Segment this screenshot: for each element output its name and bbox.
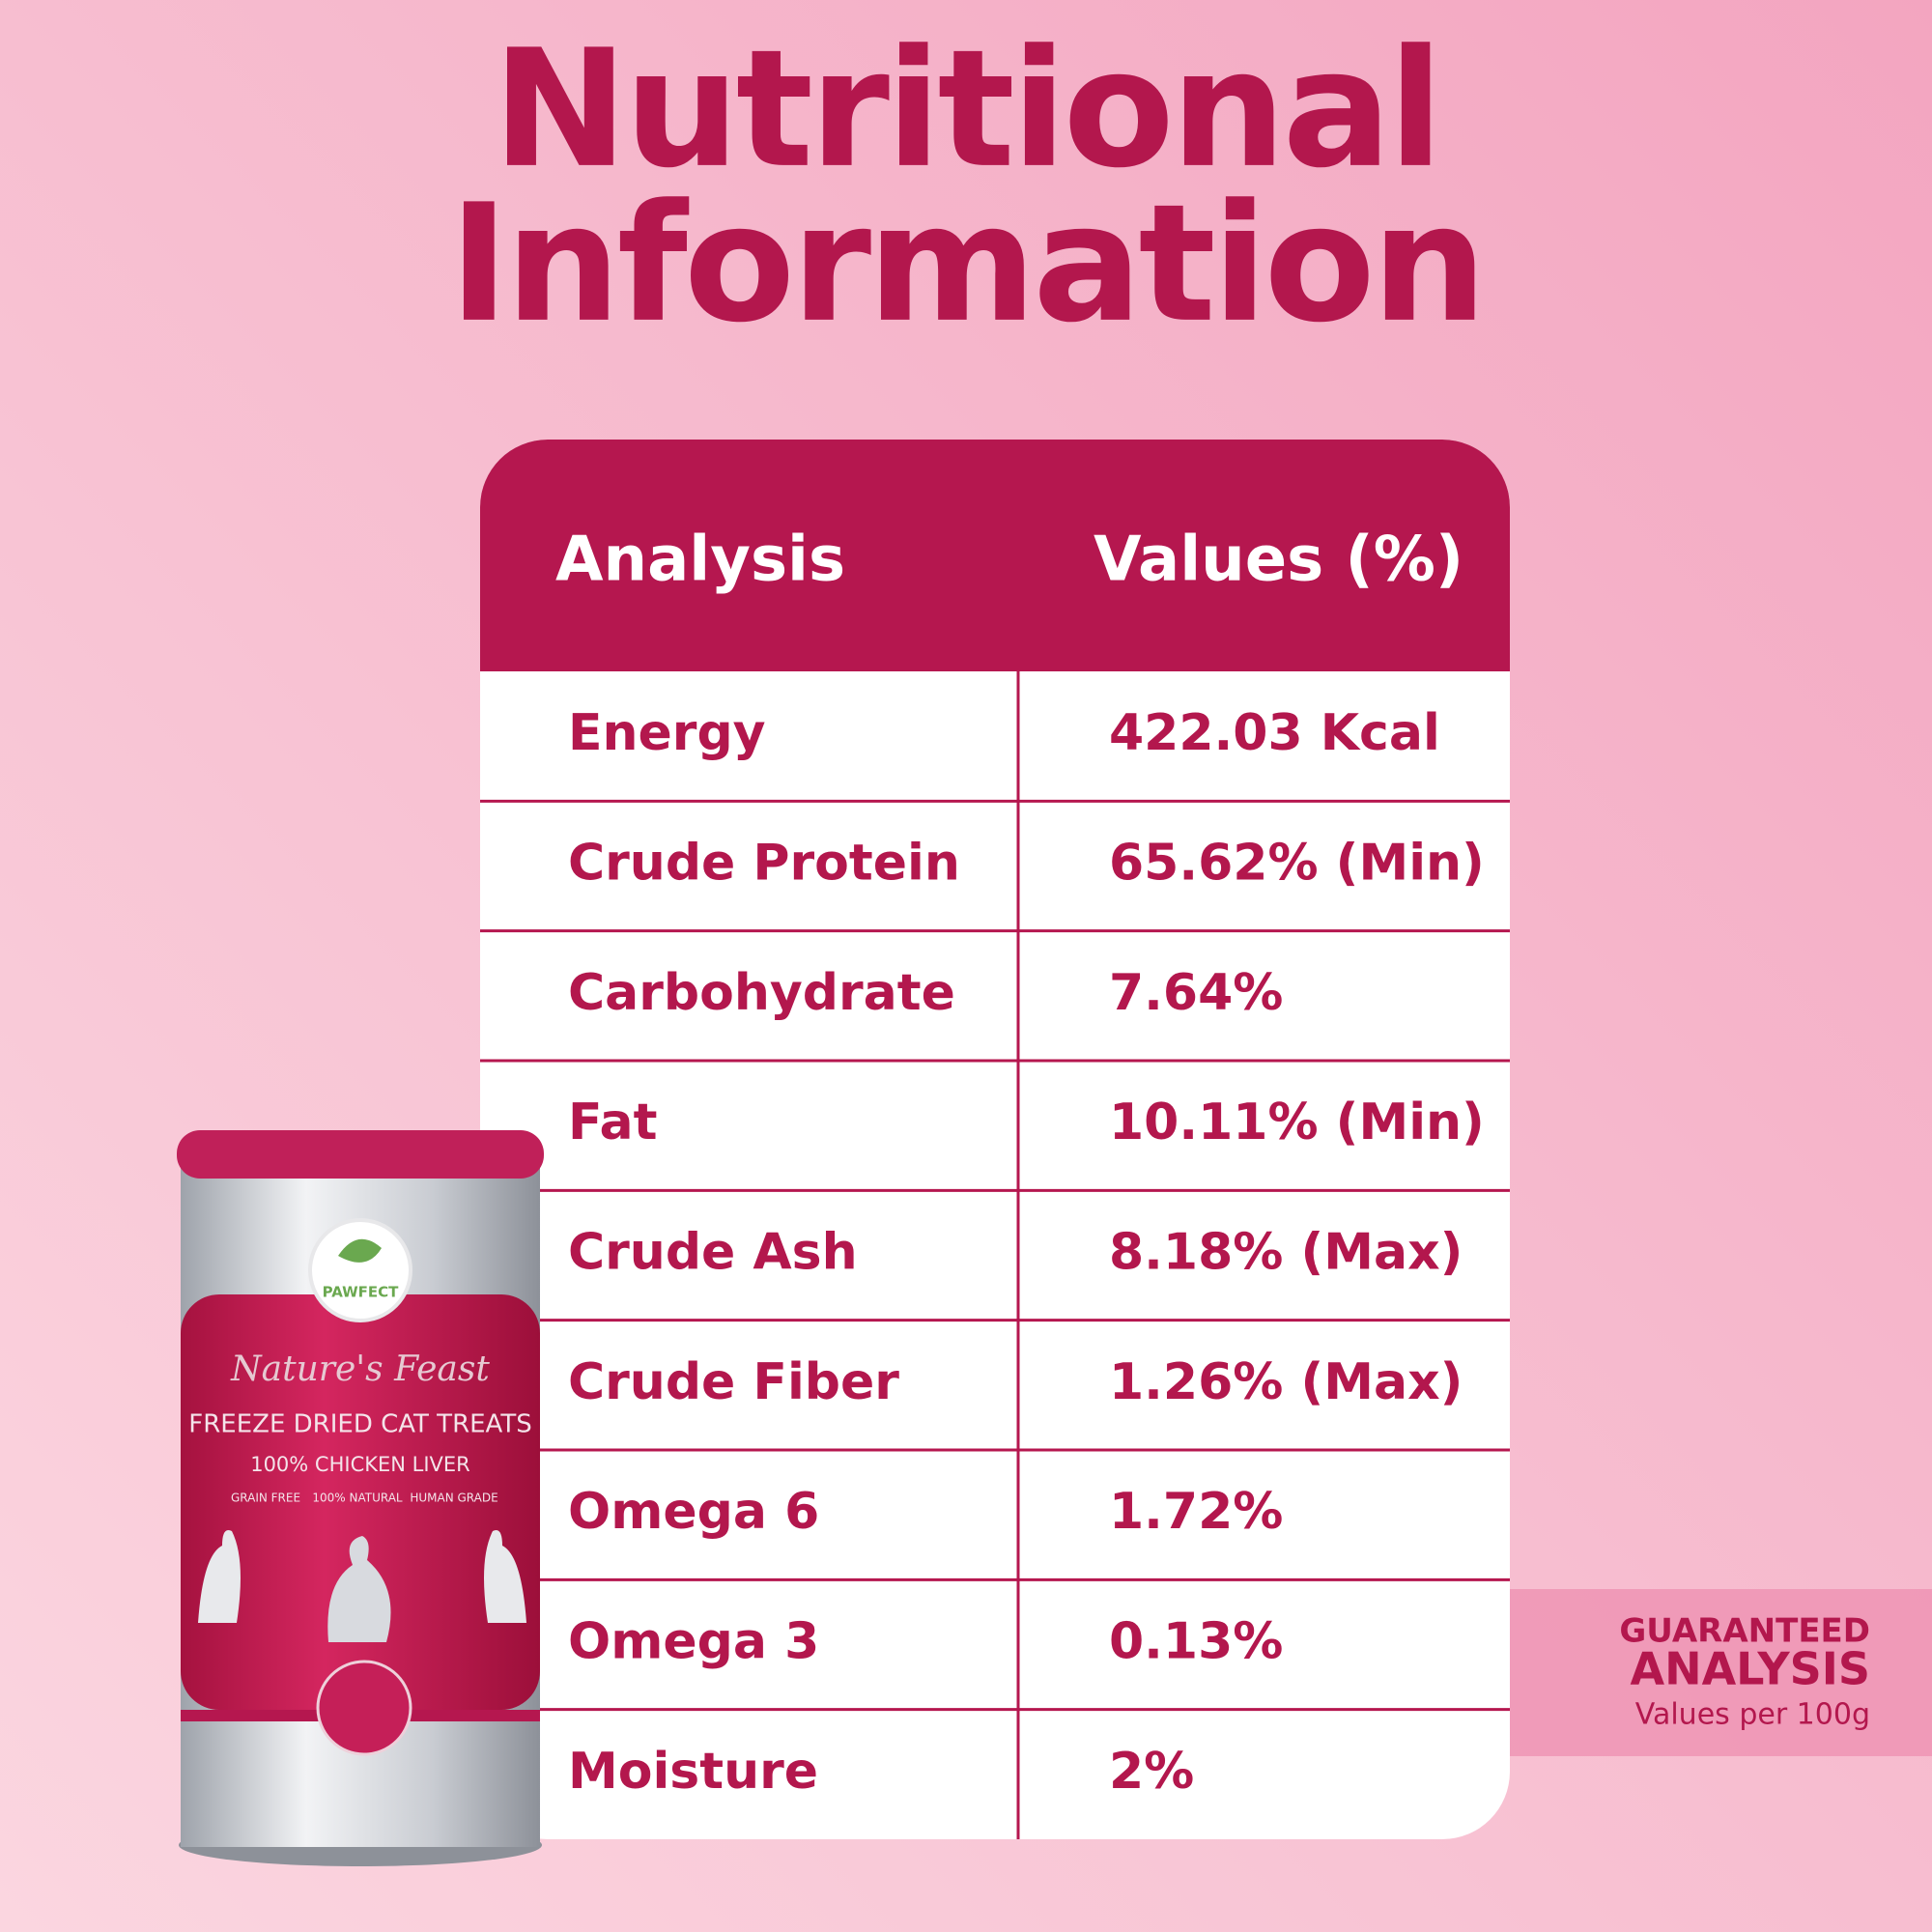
- nutrient-value: 1.26% (Max): [1109, 1353, 1463, 1411]
- table-body: [480, 440, 1510, 1839]
- logo: [308, 1218, 412, 1322]
- badge-box: [1510, 1589, 1932, 1756]
- feature: 100% NATURAL: [312, 1492, 403, 1505]
- can-lid: [177, 1130, 544, 1179]
- column-header: Values (%): [1094, 525, 1463, 596]
- column-header: Analysis: [555, 525, 845, 596]
- nutrient-name: Moisture: [568, 1743, 818, 1801]
- product-name: Nature's Feast: [230, 1350, 490, 1389]
- feature: GRAIN FREE: [231, 1492, 300, 1505]
- table-header: [480, 440, 1510, 671]
- can-label: [181, 1294, 540, 1710]
- nutrient-value: 8.18% (Max): [1109, 1224, 1463, 1282]
- badge-text: GUARANTEED: [1619, 1612, 1870, 1651]
- badge: GUARANTEED ANALYSIS Values per 100g: [1510, 1589, 1932, 1756]
- nutrient-name: Carbohydrate: [568, 964, 955, 1022]
- brand: PAWFECT: [323, 1284, 400, 1301]
- feature: HUMAN GRADE: [410, 1492, 497, 1505]
- cat: [484, 1530, 526, 1623]
- seal: [316, 1660, 412, 1756]
- nutrient-name: Fat: [568, 1094, 657, 1151]
- cat: [198, 1530, 241, 1623]
- product-can: PAWFECT Nature's Feast FREEZE DRIED CAT …: [177, 1130, 544, 1866]
- product-subtitle: 100% CHICKEN LIVER: [250, 1453, 470, 1476]
- nutrient-name: Omega 3: [568, 1613, 819, 1671]
- logo-leaf: [338, 1238, 382, 1263]
- nutrient-name: Energy: [568, 704, 766, 762]
- table: Analysis Values (%) Energy 422.03 Kcal Cru…: [480, 440, 1510, 1839]
- nutrient-value: 10.11% (Min): [1109, 1094, 1485, 1151]
- title: Nutritional: [493, 14, 1440, 204]
- nutrient-name: Crude Protein: [568, 835, 960, 893]
- title: Information: [449, 169, 1484, 358]
- nutrient-value: 2%: [1109, 1743, 1194, 1801]
- nutrient-value: 1.72%: [1109, 1483, 1283, 1541]
- nutrient-name: Crude Fiber: [568, 1353, 899, 1411]
- nutrient-value: 7.64%: [1109, 964, 1283, 1022]
- nutrient-value: 0.13%: [1109, 1613, 1283, 1671]
- product-title: FREEZE DRIED CAT TREATS: [188, 1410, 531, 1439]
- nutrient-name: Omega 6: [568, 1483, 819, 1541]
- nutrient-name: Crude Ash: [568, 1224, 858, 1282]
- nutrient-value: 422.03 Kcal: [1109, 704, 1440, 762]
- rooster: [327, 1536, 391, 1642]
- nutrient-value: 65.62% (Min): [1109, 835, 1485, 893]
- badge-text: Values per 100g: [1635, 1698, 1870, 1732]
- badge-text: ANALYSIS: [1630, 1643, 1870, 1695]
